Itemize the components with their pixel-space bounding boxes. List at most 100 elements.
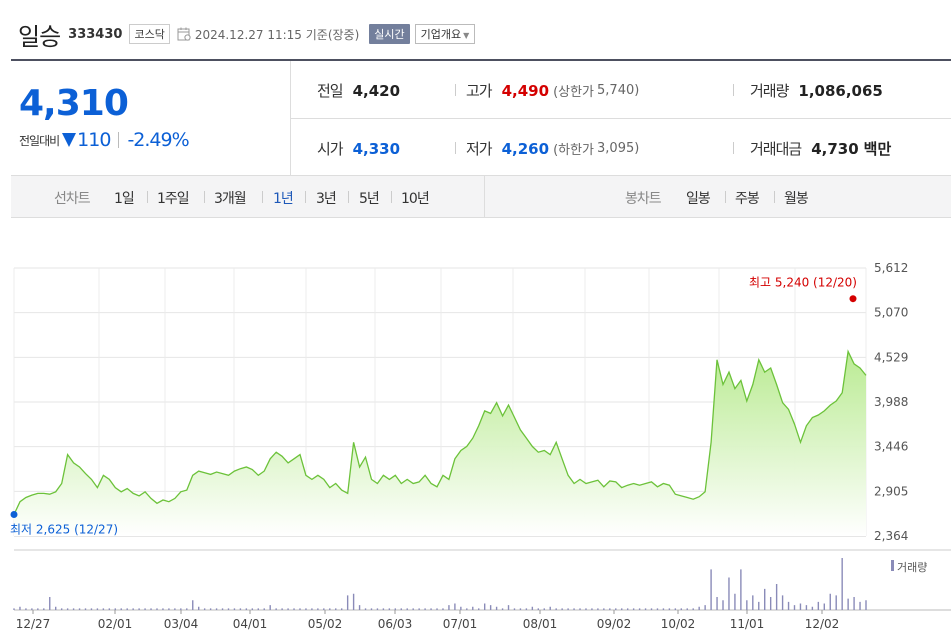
lower-limit-value: 3,095)	[597, 141, 640, 156]
y-tick-label: 2,905	[874, 484, 908, 498]
volume-legend-swatch	[891, 560, 894, 571]
calendar-icon	[177, 27, 191, 41]
y-tick-label: 3,446	[874, 440, 908, 454]
stock-code: 333430	[68, 26, 123, 42]
y-tick-label: 5,612	[874, 261, 908, 275]
low-cell: 저가 4,260 (하한가 3,095)	[466, 138, 639, 159]
upper-limit-value: 5,740)	[597, 83, 640, 98]
divider	[147, 191, 148, 203]
price-area	[14, 351, 866, 536]
y-tick-label: 2,364	[874, 529, 908, 543]
period-1d[interactable]: 1일	[114, 191, 135, 207]
y-tick-label: 5,070	[874, 306, 908, 320]
period-1w[interactable]: 1주일	[157, 191, 190, 207]
prev-close-value: 4,420	[352, 81, 401, 100]
x-tick-label: 07/01	[443, 617, 478, 631]
stock-name: 일승	[18, 22, 61, 51]
open-value: 4,330	[352, 139, 401, 158]
period-bar: 선차트 1일 1주일 3개월 1년 3년 5년 10년 봉차트 일봉 주봉 월봉	[11, 176, 951, 218]
divider	[118, 132, 120, 148]
volume-chart	[13, 549, 951, 614]
market-badge: 코스닥	[129, 24, 170, 44]
volume-label: 거래량	[750, 82, 789, 100]
lower-limit-label: (하한가	[553, 143, 595, 158]
divider	[348, 191, 349, 203]
period-1y[interactable]: 1년	[273, 191, 294, 207]
high-value: 4,490	[501, 81, 550, 100]
divider	[733, 84, 734, 96]
prev-close-label: 전일	[317, 82, 344, 100]
x-tick-label: 02/01	[98, 617, 133, 631]
candle-weekly[interactable]: 주봉	[735, 191, 760, 207]
divider	[774, 191, 775, 203]
period-3m[interactable]: 3개월	[214, 191, 247, 207]
x-tick-label: 03/04	[164, 617, 199, 631]
price-chart: 5,612 5,070 4,529 3,988 3,446 2,905 2,364 최고 5,…	[10, 261, 951, 631]
volume-cell: 거래량 1,086,065	[750, 80, 883, 101]
high-marker	[849, 295, 857, 303]
amount-cell: 거래대금 4,730 백만	[750, 138, 891, 159]
divider	[204, 191, 205, 203]
company-overview-label: 기업개요	[420, 28, 462, 41]
volume-label: 거래량	[897, 561, 927, 574]
period-5y[interactable]: 5년	[359, 191, 380, 207]
realtime-button[interactable]: 실시간	[369, 24, 410, 44]
high-label: 고가	[466, 82, 493, 100]
open-cell: 시가 4,330	[317, 138, 400, 159]
stock-header: 일승 333430 코스닥 2024.12.27 11:15 기준(장중) 실시…	[18, 18, 476, 51]
low-label: 저가	[466, 140, 493, 158]
chart-labels: 5,612 5,070 4,529 3,988 3,446 2,905 2,364 최고 5,…	[10, 261, 927, 631]
x-tick-label: 11/01	[730, 617, 765, 631]
x-tick-label: 12/27	[16, 617, 51, 631]
down-arrow-icon	[62, 133, 77, 147]
price-line	[13, 349, 867, 515]
high-cell: 고가 4,490 (상한가 5,740)	[466, 80, 639, 101]
amount-label: 거래대금	[750, 140, 802, 158]
prev-close-cell: 전일 4,420	[317, 80, 400, 101]
current-price: 4,310	[19, 83, 129, 124]
candle-chart-label: 봉차트	[625, 191, 662, 207]
high-annotation: 최고 5,240 (12/20)	[749, 276, 857, 290]
x-tick-label: 09/02	[597, 617, 632, 631]
upper-limit-label: (상한가	[553, 85, 595, 100]
low-value: 4,260	[501, 139, 550, 158]
quote-panel: 4,310 전일대비 110 -2.49% 전일 4,420 고가 4,490 …	[11, 59, 951, 176]
x-tick-label: 12/02	[805, 617, 840, 631]
low-annotation: 최저 2,625 (12/27)	[10, 522, 118, 536]
divider	[733, 142, 734, 154]
x-tick-label: 08/01	[523, 617, 558, 631]
change-value: 110	[77, 129, 111, 151]
volume-value: 1,086,065	[798, 81, 883, 100]
current-price-panel: 4,310 전일대비 110 -2.49%	[11, 61, 291, 176]
amount-unit: 백만	[863, 140, 892, 158]
period-10y[interactable]: 10년	[401, 191, 430, 207]
amount-value: 4,730	[811, 139, 859, 158]
divider	[455, 142, 456, 154]
change-percent: -2.49%	[127, 129, 189, 151]
open-label: 시가	[317, 140, 344, 158]
divider	[262, 191, 263, 203]
chart-area	[10, 295, 867, 536]
low-marker	[10, 510, 18, 518]
candle-daily[interactable]: 일봉	[686, 191, 711, 207]
x-tick-label: 04/01	[233, 617, 268, 631]
y-tick-label: 4,529	[874, 350, 908, 364]
y-tick-label: 3,988	[874, 395, 908, 409]
timestamp: 2024.12.27 11:15 기준(장중)	[194, 27, 360, 42]
x-tick-label: 05/02	[308, 617, 343, 631]
divider	[305, 191, 306, 203]
x-tick-label: 10/02	[661, 617, 696, 631]
line-chart-label: 선차트	[54, 191, 91, 207]
divider	[391, 191, 392, 203]
divider	[484, 176, 485, 218]
divider	[725, 191, 726, 203]
candle-monthly[interactable]: 월봉	[784, 191, 809, 207]
x-tick-label: 06/03	[378, 617, 413, 631]
period-3y[interactable]: 3년	[316, 191, 337, 207]
change-row: 전일대비 110 -2.49%	[19, 129, 190, 151]
divider	[291, 118, 951, 119]
change-label: 전일대비	[19, 133, 60, 148]
chevron-down-icon: ▼	[463, 31, 470, 40]
company-overview-button[interactable]: 기업개요 ▼	[414, 24, 476, 44]
divider	[455, 84, 456, 96]
